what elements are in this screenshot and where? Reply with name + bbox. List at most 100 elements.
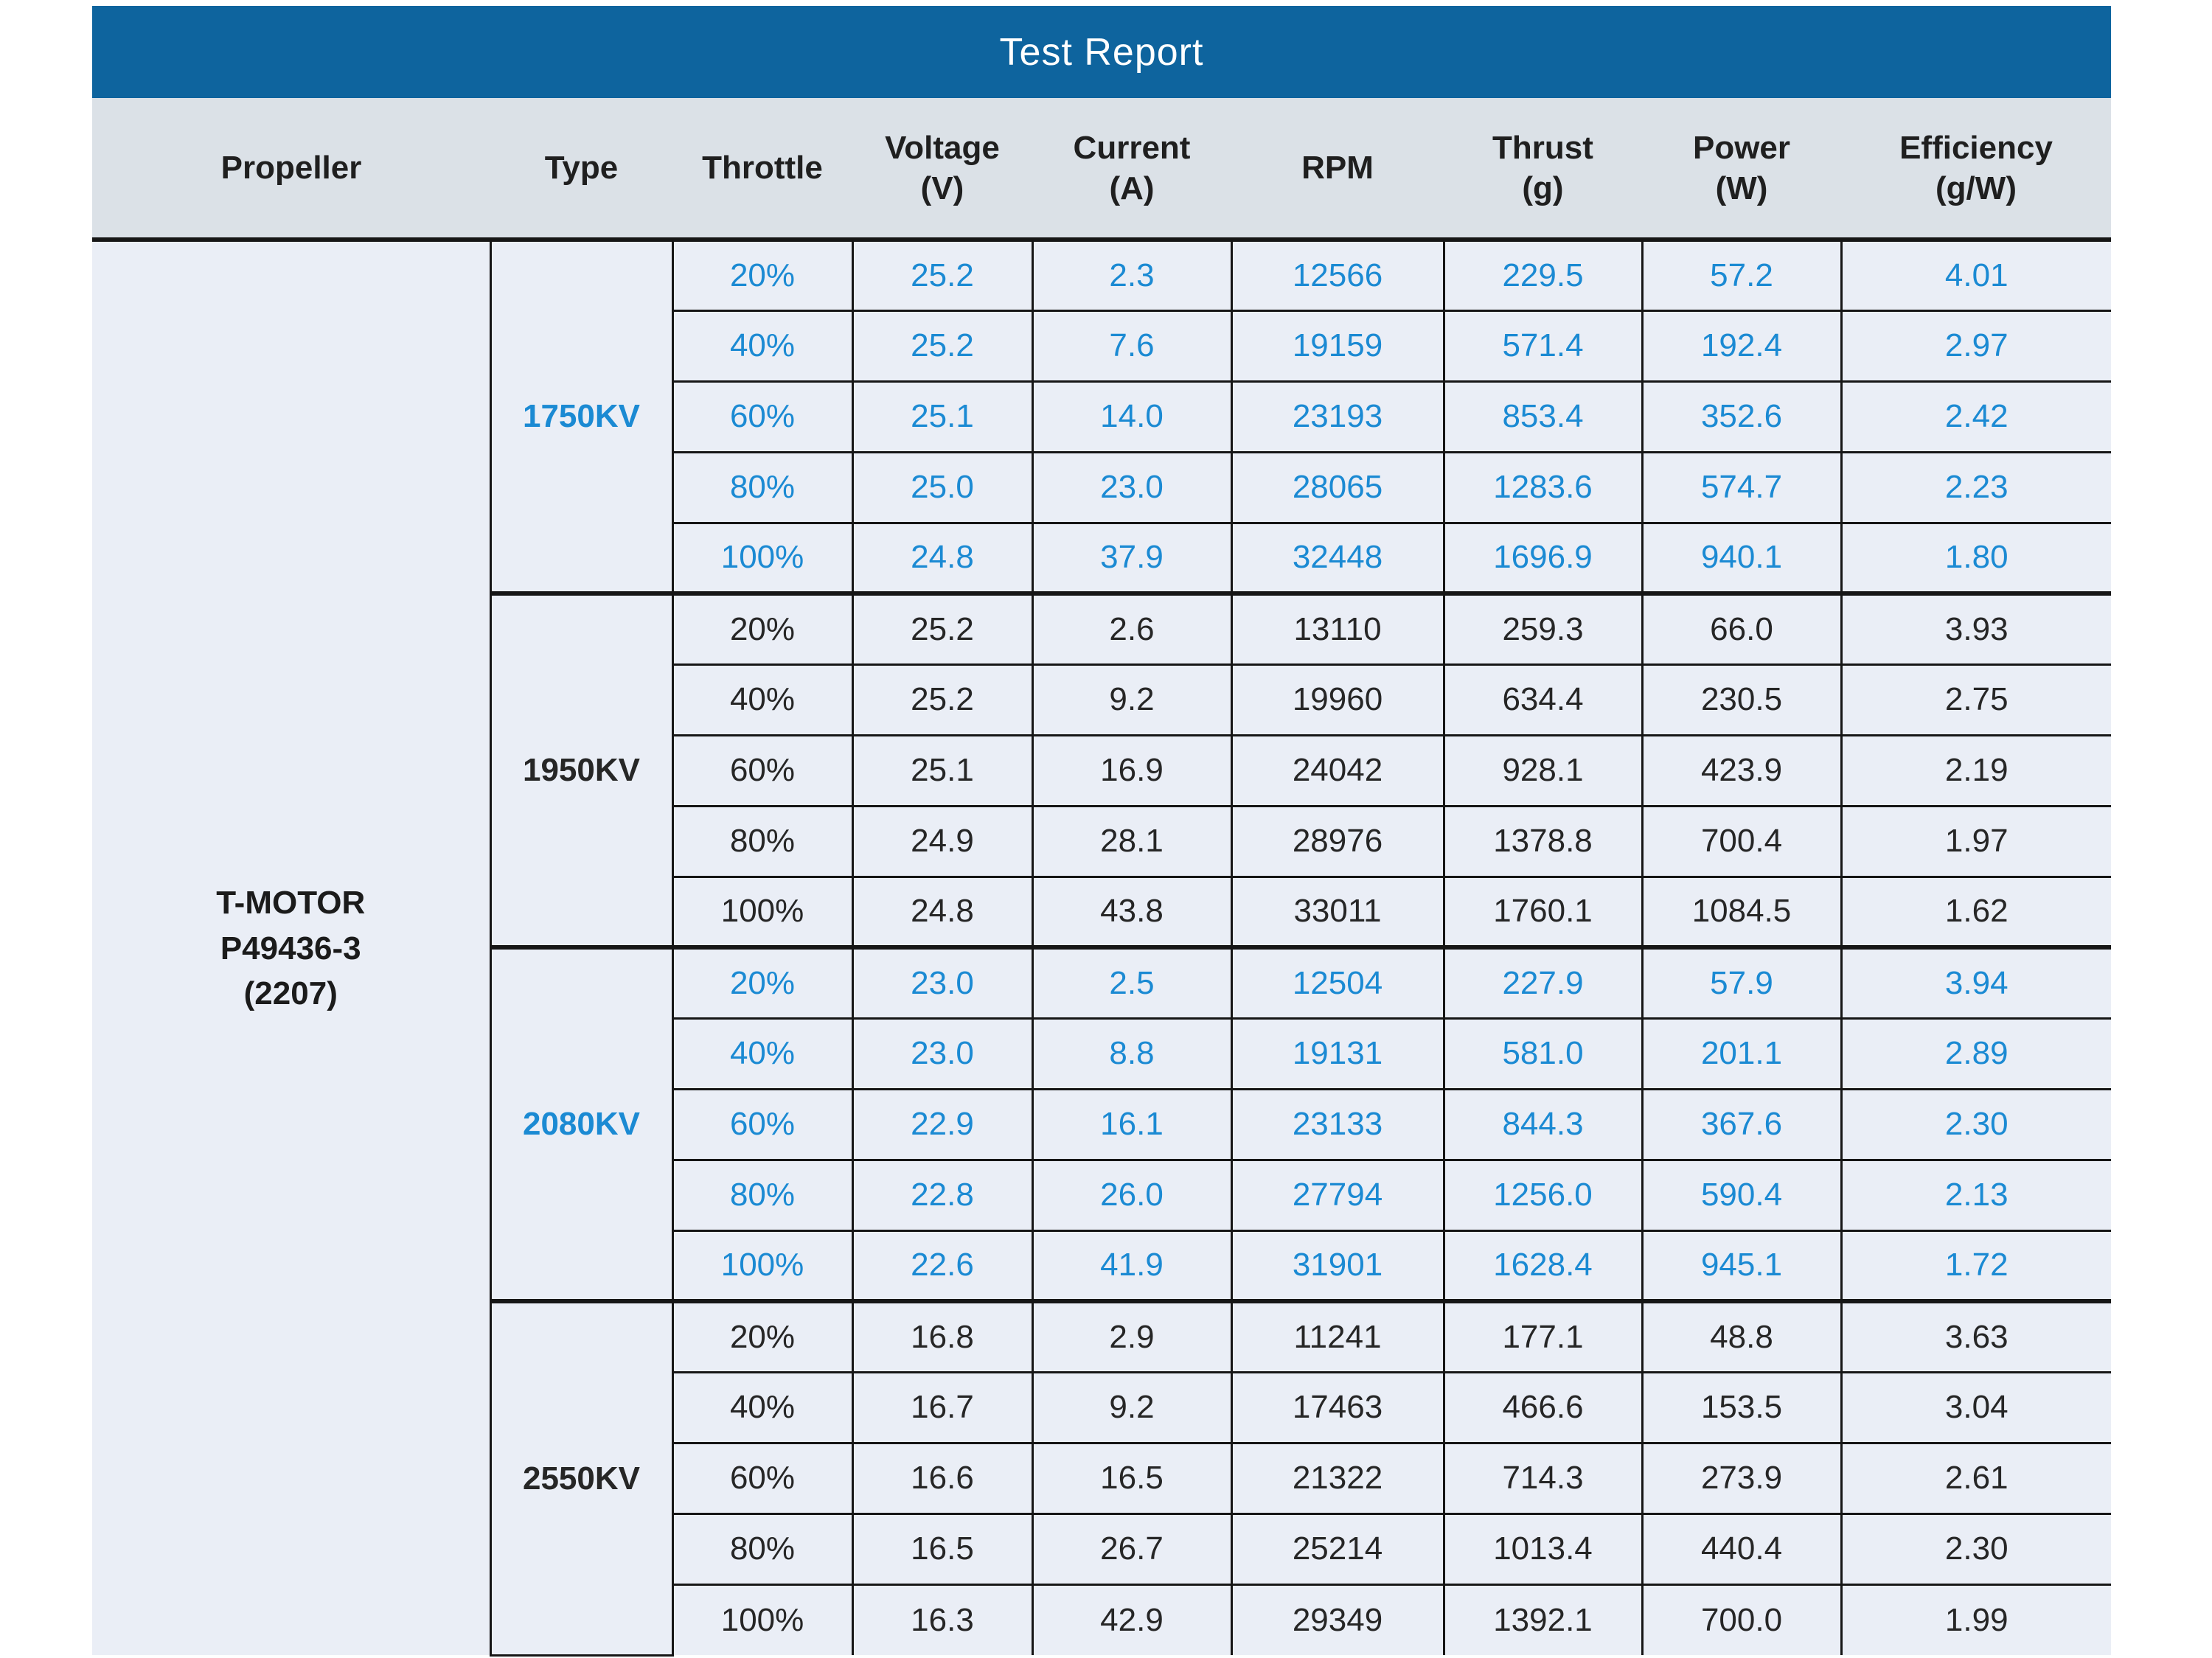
cell-voltage: 25.2 — [851, 238, 1034, 312]
col-header-throttle: Throttle — [672, 98, 852, 242]
cell-voltage: 23.0 — [851, 945, 1034, 1020]
cell-current: 9.2 — [1031, 663, 1233, 736]
cell-thrust: 229.5 — [1442, 238, 1644, 312]
cell-efficiency: 3.63 — [1840, 1299, 2111, 1373]
type-cell: 1950KV — [489, 591, 674, 949]
cell-current: 16.9 — [1031, 734, 1233, 807]
cell-current: 42.9 — [1031, 1583, 1233, 1655]
cell-thrust: 581.0 — [1442, 1017, 1644, 1090]
cell-power: 192.4 — [1641, 309, 1843, 383]
cell-throttle: 100% — [671, 521, 854, 595]
cell-power: 153.5 — [1641, 1370, 1843, 1444]
propeller-name-line: (2207) — [243, 975, 338, 1012]
type-cell: 2080KV — [489, 945, 674, 1303]
cell-throttle: 20% — [671, 945, 854, 1020]
cell-rpm: 13110 — [1230, 591, 1445, 666]
cell-rpm: 27794 — [1230, 1158, 1445, 1232]
cell-thrust: 1696.9 — [1442, 521, 1644, 595]
propeller-cell: T-MOTOR P49436-3 (2207) — [92, 238, 492, 1655]
page-title: Test Report — [92, 6, 2111, 98]
cell-voltage: 25.1 — [851, 734, 1034, 807]
cell-thrust: 227.9 — [1442, 945, 1644, 1020]
cell-throttle: 20% — [671, 591, 854, 666]
cell-power: 423.9 — [1641, 734, 1843, 807]
cell-efficiency: 2.42 — [1840, 380, 2111, 453]
cell-throttle: 60% — [671, 1441, 854, 1515]
cell-rpm: 28976 — [1230, 804, 1445, 878]
cell-current: 16.5 — [1031, 1441, 1233, 1515]
cell-current: 16.1 — [1031, 1087, 1233, 1161]
table-row: T-MOTOR P49436-3 (2207) 1750KV 20% 25.2 2.3 125… — [92, 238, 2111, 1655]
cell-rpm: 11241 — [1230, 1299, 1445, 1373]
cell-current: 26.7 — [1031, 1512, 1233, 1586]
cell-throttle: 80% — [671, 1158, 854, 1232]
cell-power: 590.4 — [1641, 1158, 1843, 1232]
cell-power: 700.0 — [1641, 1583, 1843, 1655]
cell-power: 273.9 — [1641, 1441, 1843, 1515]
cell-voltage: 16.3 — [851, 1583, 1034, 1655]
cell-power: 201.1 — [1641, 1017, 1843, 1090]
cell-rpm: 21322 — [1230, 1441, 1445, 1515]
table-row: 80% 24.9 28.1 28976 1378.8 700.4 1.97 — [92, 804, 2111, 878]
cell-rpm: 24042 — [1230, 734, 1445, 807]
cell-throttle: 60% — [671, 1087, 854, 1161]
col-header-efficiency: Efficiency (g/W) — [1841, 98, 2111, 242]
cell-rpm: 33011 — [1230, 875, 1445, 949]
cell-efficiency: 2.30 — [1840, 1087, 2111, 1161]
cell-rpm: 32448 — [1230, 521, 1445, 595]
cell-thrust: 1378.8 — [1442, 804, 1644, 878]
cell-thrust: 714.3 — [1442, 1441, 1644, 1515]
cell-current: 26.0 — [1031, 1158, 1233, 1232]
col-header-rpm: RPM — [1231, 98, 1444, 242]
cell-rpm: 23133 — [1230, 1087, 1445, 1161]
cell-throttle: 20% — [671, 1299, 854, 1373]
cell-thrust: 177.1 — [1442, 1299, 1644, 1373]
cell-efficiency: 2.89 — [1840, 1017, 2111, 1090]
cell-power: 700.4 — [1641, 804, 1843, 878]
cell-voltage: 25.1 — [851, 380, 1034, 453]
cell-throttle: 40% — [671, 663, 854, 736]
cell-voltage: 23.0 — [851, 1017, 1034, 1090]
cell-throttle: 60% — [671, 734, 854, 807]
cell-efficiency: 1.99 — [1840, 1583, 2111, 1655]
col-header-type: Type — [490, 98, 672, 242]
cell-power: 66.0 — [1641, 591, 1843, 666]
cell-thrust: 844.3 — [1442, 1087, 1644, 1161]
cell-power: 57.9 — [1641, 945, 1843, 1020]
table-row: 40% 25.2 9.2 19960 634.4 230.5 2.75 — [92, 663, 2111, 736]
cell-efficiency: 1.97 — [1840, 804, 2111, 878]
cell-thrust: 1256.0 — [1442, 1158, 1644, 1232]
cell-efficiency: 1.80 — [1840, 521, 2111, 595]
cell-throttle: 100% — [671, 1229, 854, 1303]
cell-rpm: 19131 — [1230, 1017, 1445, 1090]
table-row: 2550KV 20% 16.8 2.9 11241 177.1 48.8 3.63 — [92, 1299, 2111, 1657]
cell-power: 367.6 — [1641, 1087, 1843, 1161]
cell-efficiency: 2.75 — [1840, 663, 2111, 736]
cell-power: 352.6 — [1641, 380, 1843, 453]
cell-rpm: 12504 — [1230, 945, 1445, 1020]
cell-rpm: 17463 — [1230, 1370, 1445, 1444]
table-row: 1950KV 20% 25.2 2.6 13110 259.3 66.0 3.93 — [92, 591, 2111, 949]
table-row: 80% 25.0 23.0 28065 1283.6 574.7 2.23 — [92, 450, 2111, 524]
cell-power: 230.5 — [1641, 663, 1843, 736]
cell-current: 8.8 — [1031, 1017, 1233, 1090]
cell-voltage: 25.2 — [851, 591, 1034, 666]
cell-thrust: 1283.6 — [1442, 450, 1644, 524]
test-report-table: Propeller Type Throttle Voltage (V) Curre… — [92, 98, 2111, 1657]
cell-efficiency: 2.30 — [1840, 1512, 2111, 1586]
table-row: 40% 25.2 7.6 19159 571.4 192.4 2.97 — [92, 309, 2111, 383]
cell-current: 43.8 — [1031, 875, 1233, 949]
cell-current: 2.6 — [1031, 591, 1233, 666]
table-row: 60% 16.6 16.5 21322 714.3 273.9 2.61 — [92, 1441, 2111, 1515]
cell-current: 2.9 — [1031, 1299, 1233, 1373]
cell-rpm: 31901 — [1230, 1229, 1445, 1303]
col-header-voltage: Voltage (V) — [852, 98, 1032, 242]
table-row: 100% 22.6 41.9 31901 1628.4 945.1 1.72 — [92, 1229, 2111, 1303]
type-cell: 1750KV — [489, 238, 674, 595]
cell-thrust: 1760.1 — [1442, 875, 1644, 949]
cell-thrust: 1628.4 — [1442, 1229, 1644, 1303]
cell-current: 41.9 — [1031, 1229, 1233, 1303]
cell-efficiency: 4.01 — [1840, 238, 2111, 312]
cell-current: 9.2 — [1031, 1370, 1233, 1444]
cell-thrust: 853.4 — [1442, 380, 1644, 453]
